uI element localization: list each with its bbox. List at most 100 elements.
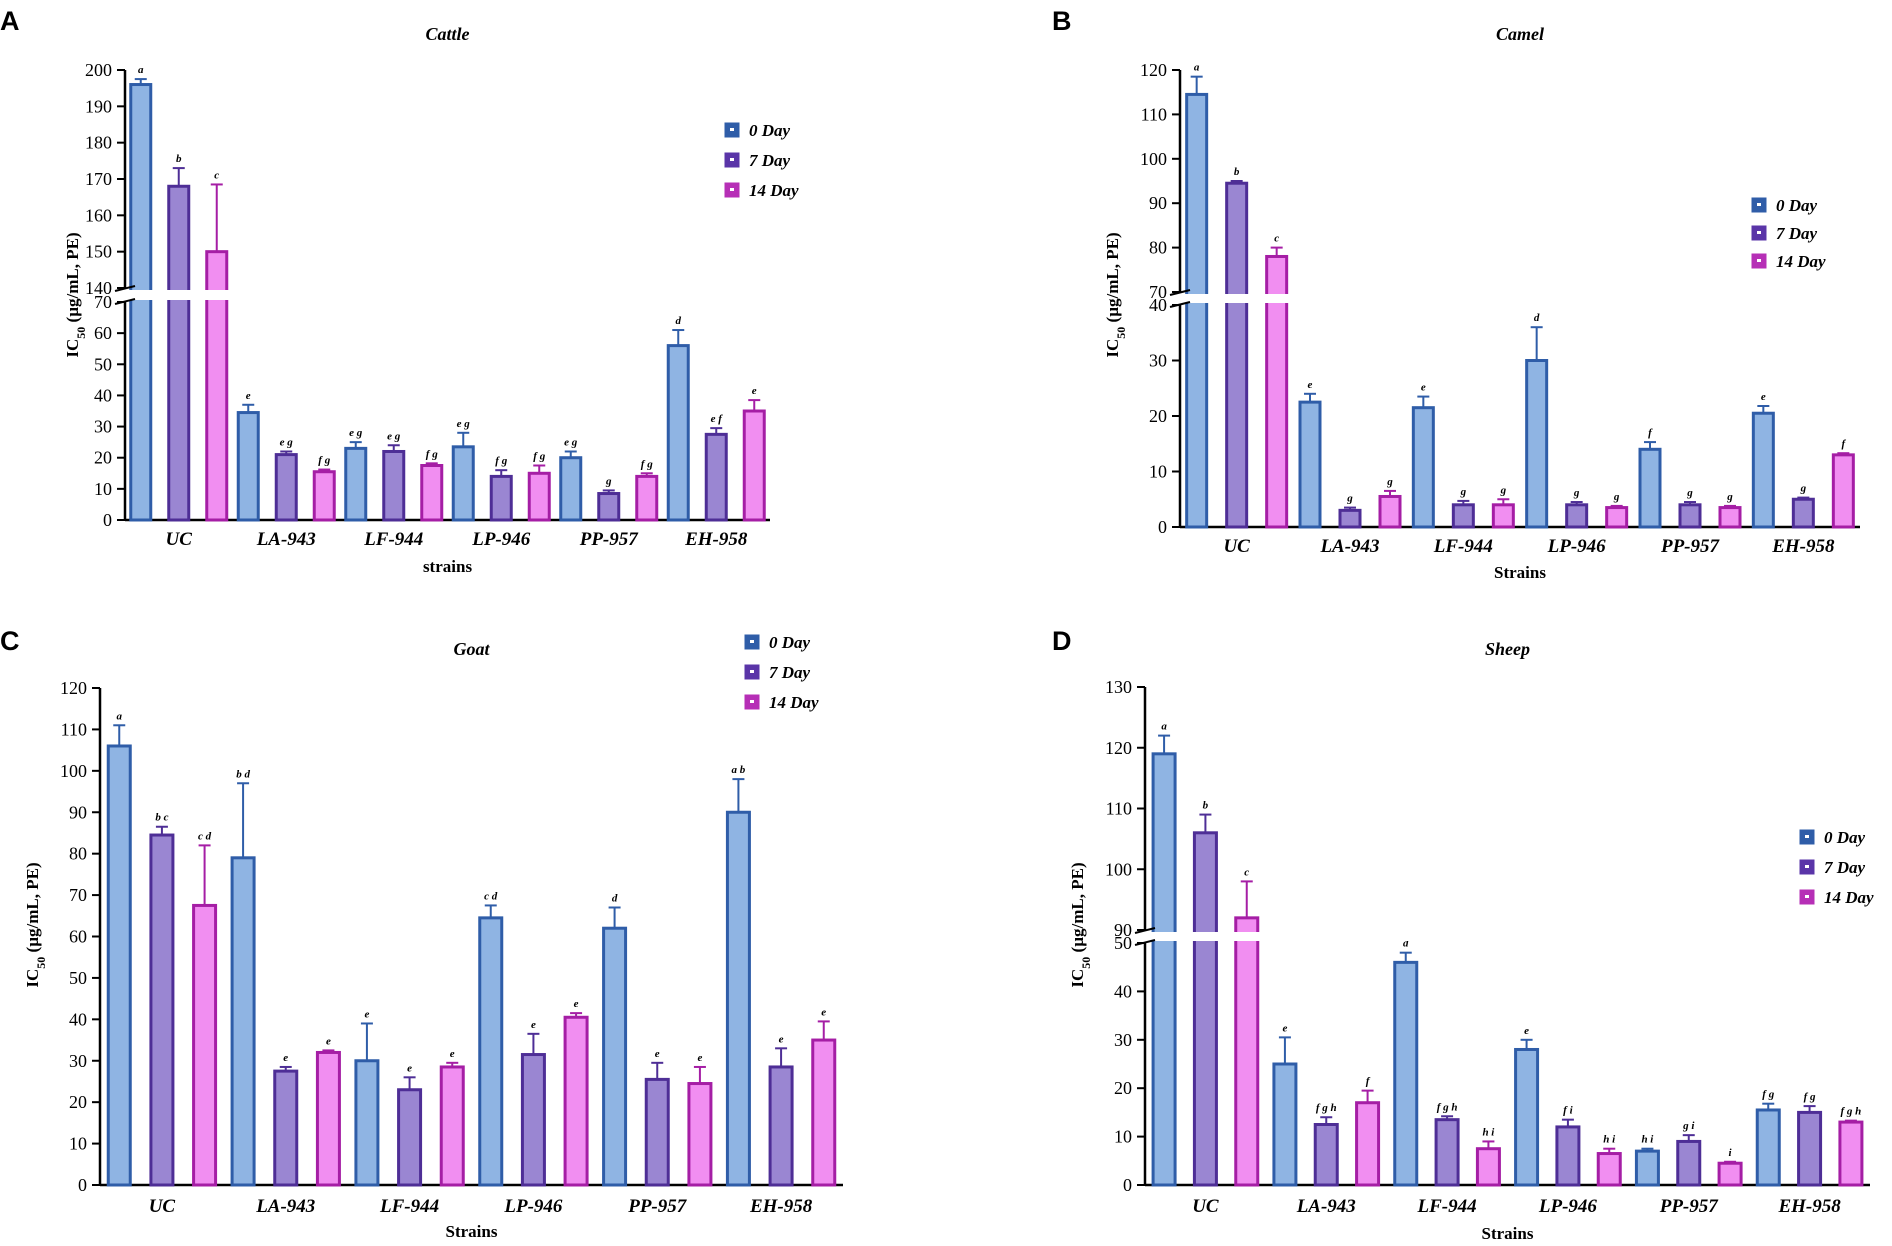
significance-label: b <box>1203 800 1209 812</box>
bar-7-day-eh-958 <box>768 1065 794 1187</box>
y-tick-label: 0 <box>1123 1175 1132 1195</box>
y-tick-label: 30 <box>69 1051 87 1071</box>
y-tick-label: 40 <box>1149 295 1167 315</box>
significance-label: i <box>1729 1147 1733 1159</box>
bar-7-day-lf-944 <box>397 1088 423 1187</box>
x-category-label: LF-944 <box>363 529 423 550</box>
legend-label: 7 Day <box>749 151 791 170</box>
y-tick-label: 120 <box>1140 60 1167 80</box>
x-category-label: UC <box>149 1196 176 1217</box>
bar-0-day-lf-944 <box>354 1059 380 1187</box>
y-label-main: IC <box>1068 969 1087 988</box>
y-tick-label: 60 <box>69 927 87 947</box>
significance-label: c <box>1244 866 1249 878</box>
y-tick-label: 90 <box>1149 193 1167 213</box>
y-tick-label: 90 <box>1114 920 1132 940</box>
chart-title: Camel <box>1496 24 1544 44</box>
y-label-main: IC <box>63 339 82 358</box>
legend-swatch-mark <box>1805 835 1809 838</box>
bar-0-day-lp-946 <box>451 445 475 522</box>
y-tick-label: 120 <box>60 678 87 698</box>
bar-0-day-eh-958 <box>666 344 690 522</box>
y-label-rest: (µg/mL, PE) <box>23 862 42 956</box>
y-tick-label: 30 <box>1114 1030 1132 1050</box>
bar-0-day-eh-958 <box>1755 1108 1781 1187</box>
bar-0-day-pp-957 <box>559 456 583 522</box>
legend-label: 0 Day <box>1824 828 1866 847</box>
significance-label: g i <box>1682 1120 1695 1132</box>
significance-label: e <box>1761 391 1766 403</box>
bar-7-day-la-943 <box>274 453 298 522</box>
significance-label: f g <box>533 451 545 463</box>
significance-label: f g h <box>1316 1102 1337 1114</box>
bar-7-day-uc <box>1192 831 1218 1187</box>
significance-label: f g h <box>1841 1106 1862 1118</box>
legend-label: 7 Day <box>769 663 811 682</box>
significance-label: e <box>450 1048 455 1060</box>
y-tick-label: 170 <box>85 169 112 189</box>
bar-0-day-la-943 <box>230 856 256 1187</box>
bar-0-day-uc <box>1151 752 1177 1187</box>
y-tick-label: 110 <box>1141 104 1167 124</box>
y-tick-label: 90 <box>69 802 87 822</box>
bar-7-day-uc <box>1225 181 1249 529</box>
y-tick-label: 10 <box>1149 462 1167 482</box>
significance-label: c d <box>484 890 498 902</box>
legend-label: 7 Day <box>1776 224 1818 243</box>
y-tick-label: 30 <box>94 417 112 437</box>
significance-label: g <box>1386 476 1393 488</box>
bar-14-day-lf-944 <box>439 1065 465 1187</box>
y-tick-label: 100 <box>60 761 87 781</box>
bar-0-day-lf-944 <box>1393 960 1419 1187</box>
x-category-label: EH-958 <box>1771 536 1835 557</box>
significance-label: f <box>1841 438 1846 450</box>
y-tick-label: 50 <box>94 354 112 374</box>
y-tick-label: 70 <box>94 292 112 312</box>
x-axis-label: Strains <box>446 1222 498 1241</box>
x-category-label: LA-943 <box>1319 536 1379 557</box>
bar-7-day-la-943 <box>273 1069 299 1187</box>
x-category-label: EH-958 <box>1777 1196 1841 1217</box>
y-tick-label: 140 <box>85 278 112 298</box>
significance-label: d <box>676 315 682 327</box>
bar-14-day-pp-957 <box>1717 1161 1743 1187</box>
bar-14-day-la-943 <box>315 1050 341 1187</box>
bar-0-day-la-943 <box>1298 400 1322 529</box>
significance-label: e <box>364 1008 369 1020</box>
significance-label: e g <box>457 418 471 430</box>
significance-label: d <box>1403 938 1409 950</box>
y-axis-label: IC50 (µg/mL, PE) <box>1068 862 1093 987</box>
y-tick-label: 130 <box>1105 677 1132 697</box>
bar-0-day-lf-944 <box>1411 406 1435 529</box>
bar-0-day-la-943 <box>1272 1062 1298 1187</box>
significance-label: e g <box>349 427 363 439</box>
axis-break-mark <box>1169 289 1191 296</box>
bar-7-day-lf-944 <box>1434 1118 1460 1187</box>
significance-label: e <box>655 1048 660 1060</box>
significance-label: e <box>326 1035 331 1047</box>
significance-label: e f <box>711 413 724 425</box>
y-tick-label: 30 <box>1149 351 1167 371</box>
x-category-label: PP-957 <box>1660 536 1721 557</box>
y-tick-label: 0 <box>1158 517 1167 537</box>
significance-label: h i <box>1641 1134 1654 1146</box>
bar-14-day-eh-958 <box>1838 1120 1864 1187</box>
bar-7-day-pp-957 <box>644 1077 670 1187</box>
chart-title: Goat <box>454 639 491 659</box>
y-tick-label: 180 <box>85 133 112 153</box>
significance-label: e <box>1308 379 1313 391</box>
y-axis-label: IC50 (µg/mL, PE) <box>23 862 48 987</box>
bar-14-day-lf-944 <box>1491 503 1515 529</box>
bar-14-day-lp-946 <box>1605 506 1629 529</box>
bar-7-day-pp-957 <box>1676 1139 1702 1187</box>
significance-label: f g <box>318 455 330 467</box>
bar-7-day-lf-944 <box>1451 503 1475 529</box>
legend-label: 14 Day <box>1824 888 1874 907</box>
x-category-label: LA-943 <box>256 529 316 550</box>
y-tick-label: 110 <box>61 719 87 739</box>
y-tick-label: 100 <box>1140 149 1167 169</box>
y-tick-label: 160 <box>85 205 112 225</box>
significance-label: c d <box>198 830 212 842</box>
significance-label: g <box>605 475 612 487</box>
